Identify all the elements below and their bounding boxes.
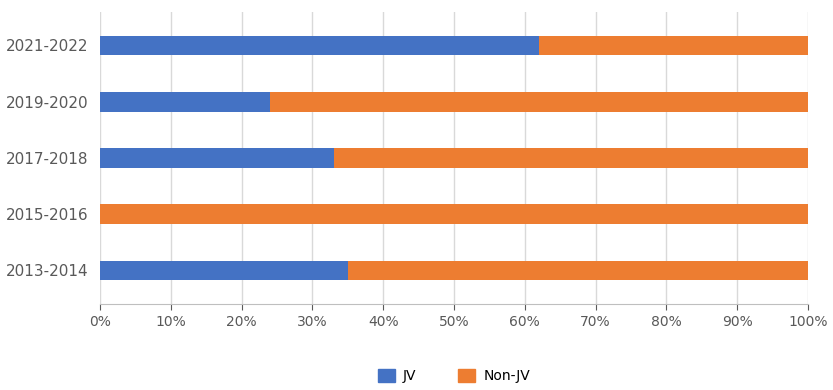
Bar [100,204,808,224]
Bar [100,35,539,55]
Bar [333,148,808,168]
Bar [539,35,808,55]
Bar [100,92,270,112]
Bar [347,261,808,280]
Legend: JV, Non-JV: JV, Non-JV [372,364,536,389]
Bar [100,148,333,168]
Bar [270,92,808,112]
Bar [100,261,347,280]
